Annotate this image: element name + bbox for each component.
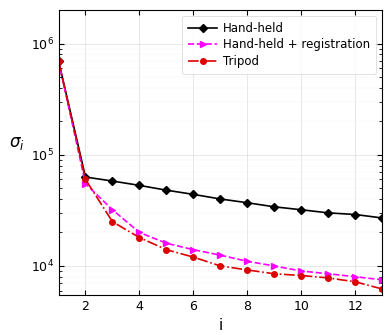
Hand-held + registration xyxy=(380,278,385,282)
Tripod xyxy=(191,255,196,259)
Hand-held xyxy=(191,192,196,196)
Hand-held xyxy=(218,197,223,201)
Hand-held + registration xyxy=(191,248,196,252)
Hand-held xyxy=(353,212,358,216)
X-axis label: i: i xyxy=(218,318,222,333)
Legend: Hand-held, Hand-held + registration, Tripod: Hand-held, Hand-held + registration, Tri… xyxy=(182,16,376,74)
Tripod xyxy=(218,264,223,268)
Hand-held xyxy=(326,211,331,215)
Hand-held xyxy=(380,216,385,220)
Tripod xyxy=(164,248,169,252)
Hand-held + registration xyxy=(299,269,303,273)
Tripod xyxy=(353,280,358,284)
Line: Hand-held: Hand-held xyxy=(56,58,385,221)
Tripod xyxy=(83,178,88,182)
Hand-held + registration xyxy=(245,259,250,263)
Tripod xyxy=(245,268,250,272)
Tripod xyxy=(56,59,61,63)
Hand-held xyxy=(245,201,250,205)
Hand-held + registration xyxy=(353,275,358,279)
Tripod xyxy=(137,236,142,240)
Tripod xyxy=(299,273,303,277)
Hand-held xyxy=(299,208,303,212)
Tripod xyxy=(272,272,277,276)
Hand-held xyxy=(164,188,169,192)
Line: Tripod: Tripod xyxy=(56,58,385,292)
Tripod xyxy=(326,276,331,280)
Hand-held + registration xyxy=(137,230,142,234)
Tripod xyxy=(110,220,115,224)
Hand-held + registration xyxy=(56,59,61,63)
Y-axis label: $\sigma_i$: $\sigma_i$ xyxy=(9,134,25,152)
Hand-held xyxy=(83,175,88,179)
Hand-held + registration xyxy=(83,182,88,186)
Hand-held + registration xyxy=(218,253,223,257)
Line: Hand-held + registration: Hand-held + registration xyxy=(56,58,385,283)
Hand-held + registration xyxy=(326,272,331,276)
Hand-held + registration xyxy=(164,241,169,245)
Hand-held xyxy=(137,183,142,187)
Hand-held + registration xyxy=(272,264,277,268)
Hand-held xyxy=(110,179,115,183)
Hand-held xyxy=(272,205,277,209)
Tripod xyxy=(380,287,385,291)
Hand-held + registration xyxy=(110,208,115,212)
Hand-held xyxy=(56,59,61,63)
